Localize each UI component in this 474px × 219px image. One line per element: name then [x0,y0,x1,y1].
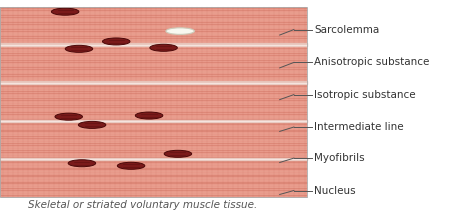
Ellipse shape [150,44,177,51]
Ellipse shape [164,150,191,157]
Ellipse shape [51,8,79,15]
Ellipse shape [55,113,82,120]
Text: Nucleus: Nucleus [314,185,356,196]
Ellipse shape [78,121,106,128]
Ellipse shape [136,112,163,119]
Text: Isotropic substance: Isotropic substance [314,90,416,100]
Text: Sarcolemma: Sarcolemma [314,25,380,35]
Bar [0,7,307,197]
Ellipse shape [102,38,130,45]
Ellipse shape [118,162,145,169]
Ellipse shape [65,45,93,52]
Text: Skeletal or striated voluntary muscle tissue.: Skeletal or striated voluntary muscle ti… [27,200,257,210]
Ellipse shape [68,160,96,167]
Text: Anisotropic substance: Anisotropic substance [314,57,429,67]
Text: Myofibrils: Myofibrils [314,153,365,163]
Text: Intermediate line: Intermediate line [314,122,404,132]
Ellipse shape [166,28,194,34]
Bar [0,7,307,197]
